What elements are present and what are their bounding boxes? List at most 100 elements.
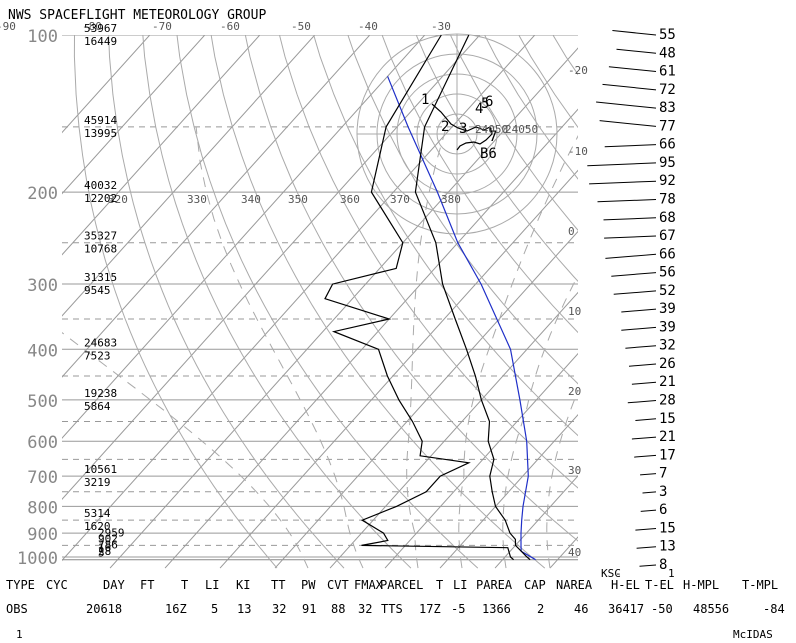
dry-adiabat xyxy=(210,35,546,569)
isotherm-line xyxy=(439,414,578,569)
theta-label: 340 xyxy=(241,193,261,206)
theta-label: 330 xyxy=(187,193,207,206)
index-header: H-EL xyxy=(611,578,640,592)
station-label: KSC xyxy=(601,567,621,580)
index-header: LI xyxy=(205,578,219,592)
height-feet-label: 2959 xyxy=(98,526,125,539)
theta-label: 350 xyxy=(288,193,308,206)
pressure-tick-label: 900 xyxy=(27,525,58,545)
dry-adiabat xyxy=(484,35,578,180)
wind-speed-label: 72 xyxy=(659,82,676,98)
wind-barb xyxy=(616,48,657,54)
wind-barb xyxy=(597,198,657,203)
dry-adiabat xyxy=(381,35,578,334)
wind-barb xyxy=(587,162,657,167)
pressure-tick-label: 400 xyxy=(27,341,58,361)
wind-speed-label: 3 xyxy=(659,484,667,500)
height-feet-label: 7523 xyxy=(84,349,111,362)
height-feet-label: 3219 xyxy=(84,476,111,489)
index-header: T xyxy=(181,578,188,592)
wind-speed-label: 68 xyxy=(659,210,676,226)
wind-speed-label: 21 xyxy=(659,374,676,390)
index-value: 32 xyxy=(358,602,372,616)
wind-barb xyxy=(589,180,657,185)
height-meters-label: 53967 xyxy=(84,22,117,35)
index-header: PAREA xyxy=(476,578,513,592)
isotherm-line xyxy=(109,47,578,569)
dry-adiabat xyxy=(278,35,578,489)
height-meters-label: 10561 xyxy=(84,463,117,476)
height-feet-label: 5864 xyxy=(84,400,111,413)
dry-adiabat xyxy=(347,35,578,385)
isotherm-line xyxy=(329,291,578,569)
temperature-tick-label: -60 xyxy=(220,20,240,33)
pressure-tick-label: 700 xyxy=(27,468,58,488)
wind-barb xyxy=(599,120,657,127)
index-header: CVT xyxy=(327,578,349,592)
moist-adiabat xyxy=(458,134,578,569)
chart-title: NWS SPACEFLIGHT METEOROLOGY GROUP xyxy=(8,8,266,23)
wind-barb xyxy=(628,363,657,367)
height-feet-label: 902 xyxy=(98,532,118,545)
wind-barb xyxy=(602,83,657,91)
isotherm-line xyxy=(219,169,578,569)
wind-speed-label: 52 xyxy=(659,283,676,299)
mixing-ratio-label: -20 xyxy=(568,64,588,77)
wind-speed-label: 32 xyxy=(659,338,676,354)
index-value: -50 xyxy=(651,602,673,616)
height-meters-label: 35327 xyxy=(84,230,117,243)
height-meters-label: 24683 xyxy=(84,336,117,349)
hodograph-number: 2 xyxy=(441,119,449,135)
hodograph-number: 3 xyxy=(459,121,467,137)
moist-adiabat xyxy=(195,126,364,569)
temperature-tick-label: -90 xyxy=(0,20,16,33)
wind-speed-label: 39 xyxy=(659,319,676,335)
index-value: TTS xyxy=(381,602,403,616)
wind-barb xyxy=(603,217,657,221)
dry-adiabat xyxy=(313,35,578,437)
height-feet-label: 28 xyxy=(98,545,111,558)
chart-labels: 1002003004005006007008009001000-90-80-70… xyxy=(0,20,675,580)
index-header: T xyxy=(436,578,443,592)
mixing-ratio-label: -10 xyxy=(568,145,588,158)
height-feet-label: 13995 xyxy=(84,127,117,140)
index-header: CAP xyxy=(524,578,546,592)
index-header: T-EL xyxy=(645,578,674,592)
index-value: 48556 xyxy=(693,602,729,616)
temperature-tick-label: -70 xyxy=(152,20,172,33)
index-value: -5 xyxy=(451,602,465,616)
dry-adiabat xyxy=(142,35,412,569)
height-meters-label: 5314 xyxy=(84,507,111,520)
index-header: FT xyxy=(140,578,154,592)
moist-adiabat xyxy=(62,331,309,569)
index-header: NAREA xyxy=(556,578,593,592)
index-value: 5 xyxy=(211,602,218,616)
wind-speed-label: 77 xyxy=(659,118,676,134)
temperature-tick-label: -50 xyxy=(291,20,311,33)
index-header: H-MPL xyxy=(683,578,719,592)
isotherm-line xyxy=(62,35,371,378)
index-value: 13 xyxy=(237,602,251,616)
wind-barb xyxy=(611,272,657,277)
isotherm-line xyxy=(62,35,426,439)
index-value: 32 xyxy=(272,602,286,616)
wind-barb xyxy=(608,66,657,73)
isotherm-line xyxy=(62,35,481,500)
parcel-trace xyxy=(387,76,536,561)
wind-barb xyxy=(640,473,657,476)
index-header: PARCEL xyxy=(380,578,423,592)
wind-speed-label: 8 xyxy=(659,557,667,573)
hodograph-number: B6 xyxy=(480,146,497,162)
isotherm-line xyxy=(494,475,578,569)
wind-barb xyxy=(639,564,657,567)
wind-barb xyxy=(640,509,657,512)
hodograph-number: 7 xyxy=(489,129,497,145)
pressure-tick-label: 100 xyxy=(27,27,58,47)
dry-adiabat xyxy=(73,35,278,569)
pressure-tick-label: 1000 xyxy=(17,549,58,569)
index-value: OBS xyxy=(6,602,28,616)
wind-profile: 5548617283776695927868676656523939322621… xyxy=(587,27,676,573)
hodograph-trace xyxy=(431,103,493,151)
